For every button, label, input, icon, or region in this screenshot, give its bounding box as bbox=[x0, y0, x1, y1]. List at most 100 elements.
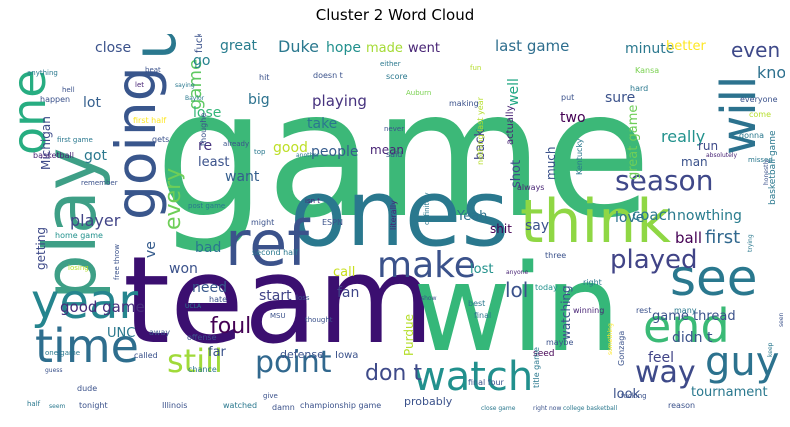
word-time: time bbox=[35, 319, 139, 373]
word-run: run bbox=[698, 139, 718, 153]
word-look: look bbox=[613, 387, 641, 402]
word-ref: ref bbox=[225, 207, 311, 280]
word-shot: shot bbox=[509, 160, 524, 188]
word-watch: watch bbox=[413, 354, 533, 400]
word-iowa: Iowa bbox=[335, 350, 358, 361]
word-always: always bbox=[517, 183, 544, 192]
word-far: far bbox=[208, 345, 227, 360]
word-reason: reason bbox=[668, 401, 695, 410]
word-guess: guess bbox=[45, 367, 63, 374]
word-happen: happen bbox=[40, 95, 70, 104]
word-good-game: good game bbox=[60, 298, 145, 316]
word-great: great bbox=[220, 38, 258, 54]
word-give: give bbox=[263, 392, 278, 400]
word-ball: ball bbox=[675, 229, 702, 247]
word-people: people bbox=[311, 144, 358, 160]
word-game: game bbox=[155, 54, 651, 257]
word-really: really bbox=[661, 127, 705, 146]
word-losing: losing bbox=[68, 264, 89, 272]
word-cloud: game team win play ones going think ref year time… bbox=[15, 34, 785, 419]
word-lose: lose bbox=[193, 105, 221, 121]
word-defense: defense bbox=[280, 348, 324, 361]
word-one: one bbox=[15, 69, 56, 155]
word-maybe: maybe bbox=[546, 338, 574, 347]
word-right: right bbox=[583, 278, 602, 287]
word-basketball-game: basketball game bbox=[768, 130, 778, 205]
word-winning: winning bbox=[573, 306, 604, 315]
word-seen: seen bbox=[778, 312, 785, 327]
word-fun: fun bbox=[470, 64, 481, 72]
word-big: big bbox=[248, 92, 270, 108]
word-basketball: basketball bbox=[33, 151, 74, 160]
word-best: best bbox=[468, 299, 485, 308]
word-hate: hate bbox=[209, 295, 227, 304]
word-come: come bbox=[749, 110, 771, 119]
word-keep: keep bbox=[767, 342, 774, 357]
word-getting: getting bbox=[34, 227, 48, 270]
word-missed: missed bbox=[748, 156, 773, 164]
word-watching: watching bbox=[559, 285, 573, 340]
word-remember: remember bbox=[81, 179, 118, 187]
word-said: said bbox=[386, 150, 402, 159]
word-mean: mean bbox=[370, 143, 404, 157]
word-think: think bbox=[520, 187, 671, 257]
word-take: take bbox=[307, 116, 337, 132]
word-isn-t: isn t bbox=[305, 197, 320, 205]
word-home-game: home game bbox=[55, 231, 103, 240]
word-well: well bbox=[506, 78, 522, 106]
word-saying: saying bbox=[175, 82, 195, 89]
word-making: making bbox=[449, 99, 479, 108]
word-fucking: fucking bbox=[621, 392, 647, 400]
word-played: played bbox=[610, 245, 698, 275]
word-everyone: everyone bbox=[740, 95, 778, 104]
word-close: close bbox=[95, 40, 131, 56]
word-top: top bbox=[254, 148, 266, 156]
word-nowthing: nowthing bbox=[677, 208, 742, 224]
word-tonight: tonight bbox=[79, 401, 108, 410]
word-literally: literally bbox=[389, 200, 398, 230]
word-unc: UNC bbox=[107, 326, 135, 341]
word-playing: playing bbox=[312, 92, 367, 110]
word-auburn: Auburn bbox=[406, 89, 431, 97]
word-right-now: right now bbox=[533, 405, 561, 412]
word-away: away bbox=[149, 328, 170, 337]
word-duke: Duke bbox=[278, 37, 319, 56]
word-trying: trying bbox=[747, 234, 754, 252]
word-doesn-t: doesn t bbox=[313, 71, 343, 80]
word-point: point bbox=[255, 345, 332, 380]
word-fan: fan bbox=[337, 285, 359, 301]
word-already: already bbox=[223, 140, 249, 148]
word-put: put bbox=[561, 93, 574, 102]
word-still: still bbox=[167, 342, 223, 380]
word-either: either bbox=[380, 60, 401, 68]
word-will: will bbox=[711, 76, 767, 155]
word-msu: MSU bbox=[270, 312, 286, 320]
word-every: every bbox=[161, 168, 186, 230]
word-baylor: Baylor bbox=[185, 95, 205, 102]
word-let: let bbox=[135, 81, 144, 89]
word-went: went bbox=[408, 41, 440, 56]
word-close-game: close game bbox=[481, 405, 516, 412]
word-score: score bbox=[386, 72, 408, 81]
word-post-game: post game bbox=[188, 202, 225, 210]
word-lot: lot bbox=[83, 95, 101, 111]
word-player: player bbox=[70, 211, 121, 230]
word-go: go bbox=[193, 53, 210, 69]
word-nothing-last-year: nothing last year bbox=[476, 96, 485, 165]
word-actually: actually bbox=[505, 105, 516, 145]
word-see: see bbox=[670, 249, 758, 307]
word-free-throw: free throw bbox=[113, 244, 121, 280]
word-ones: ones bbox=[290, 160, 509, 267]
word-michigan: Michigan bbox=[39, 116, 53, 170]
chart-title: Cluster 2 Word Cloud bbox=[315, 6, 475, 24]
word-offense: offense bbox=[187, 333, 217, 342]
word-sure: sure bbox=[605, 90, 635, 106]
word-final: final bbox=[474, 311, 491, 320]
word-first-game: first game bbox=[57, 136, 93, 144]
word-illinois: Illinois bbox=[162, 401, 187, 410]
word-today: today bbox=[535, 283, 558, 292]
word-never: never bbox=[384, 125, 404, 133]
word-kentucky: Kentucky bbox=[575, 138, 584, 175]
word-chance: chance bbox=[188, 365, 217, 374]
